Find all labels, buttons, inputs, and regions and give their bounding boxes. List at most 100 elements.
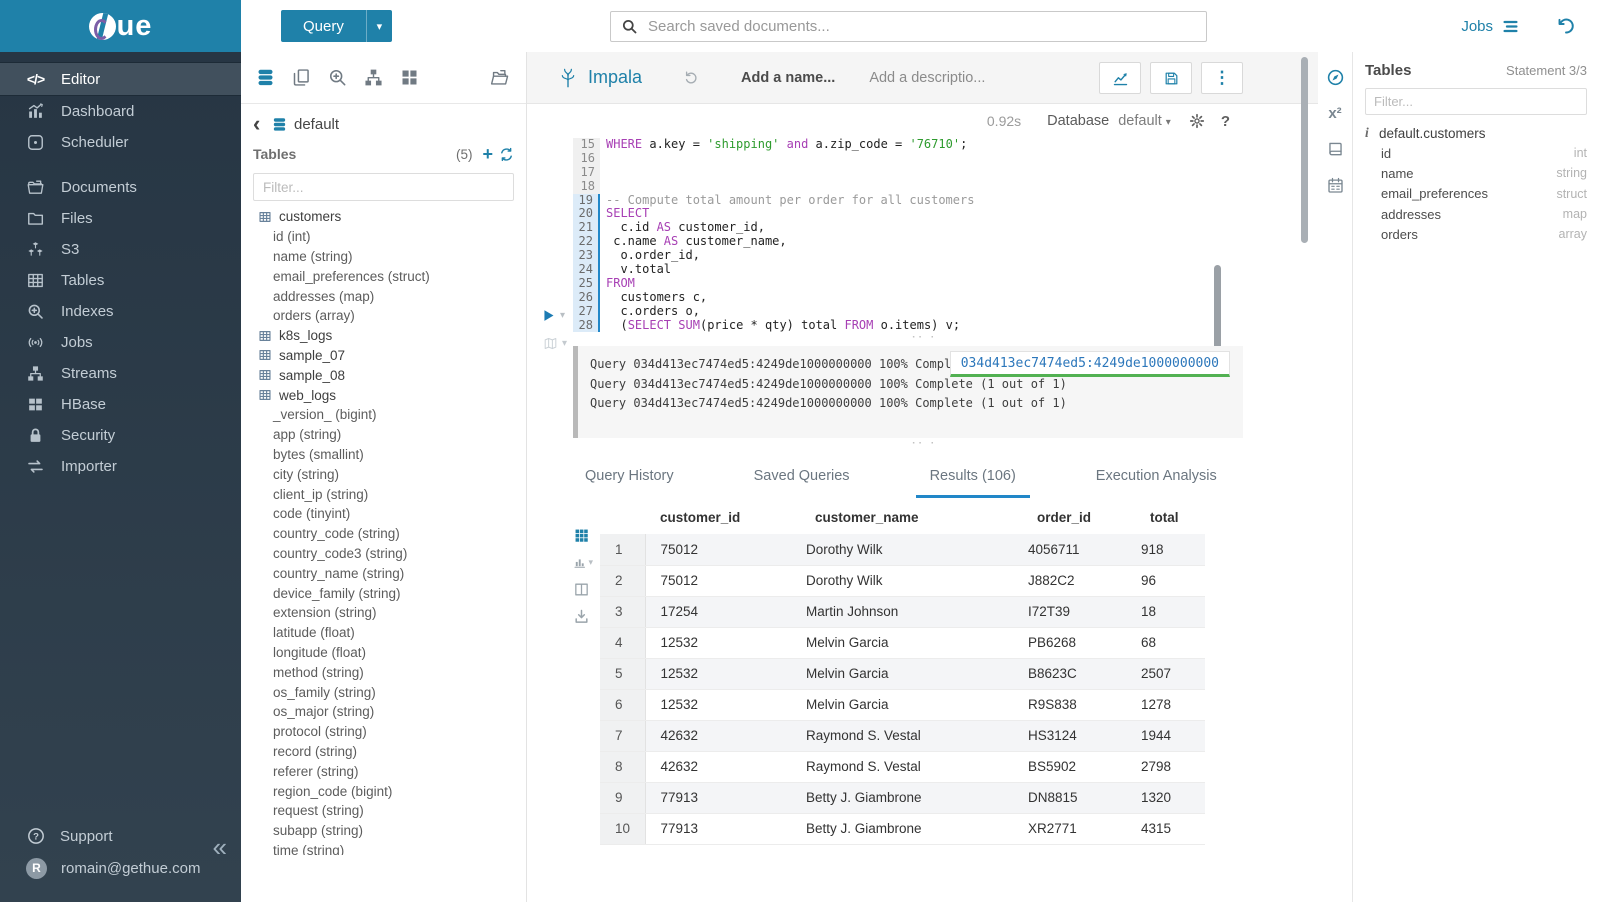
help-icon[interactable]: ?: [1220, 112, 1230, 130]
assist-column[interactable]: addresses (map): [273, 288, 375, 304]
code-line-26[interactable]: 26 customers c,: [573, 290, 1318, 305]
panel-column-id[interactable]: id int: [1365, 143, 1587, 163]
query-button[interactable]: Query ▾: [281, 10, 392, 42]
assist-column[interactable]: longitude (float): [273, 644, 367, 660]
table-row[interactable]: 7 42632 Raymond S. Vestal HS3124 1944: [600, 720, 1205, 752]
code-line-28[interactable]: 28 (SELECT SUM(price * qty) total FROM o…: [573, 318, 1318, 333]
schedule-icon[interactable]: [1326, 176, 1345, 195]
editor-scrollbar[interactable]: [1214, 265, 1221, 351]
table-row[interactable]: 10 77913 Betty J. Giambrone XR2771 4315: [600, 813, 1205, 845]
sidebar-item-jobs[interactable]: Jobs: [0, 327, 241, 358]
sidebar-item-support[interactable]: ? Support: [0, 820, 241, 852]
panel-column-orders[interactable]: orders array: [1365, 224, 1587, 244]
code-line-21[interactable]: 21 c.id AS customer_id,: [573, 220, 1318, 236]
functions-icon[interactable]: x²: [1328, 105, 1342, 122]
assist-table-sample_07[interactable]: sample_07: [241, 346, 526, 366]
assist-column[interactable]: extension (string): [273, 605, 377, 621]
code-line-22[interactable]: 22 c.name AS customer_name,: [573, 234, 1318, 250]
assist-column[interactable]: orders (array): [273, 308, 355, 324]
table-row[interactable]: 8 42632 Raymond S. Vestal BS5902 2798: [600, 751, 1205, 783]
sidebar-item-streams[interactable]: Streams: [0, 358, 241, 389]
indexes-assist-icon[interactable]: [327, 67, 348, 88]
sidebar-item-documents[interactable]: Documents: [0, 172, 241, 203]
add-table-icon[interactable]: +: [482, 143, 493, 164]
assist-column[interactable]: time (string): [273, 842, 345, 855]
hbase-assist-icon[interactable]: [399, 67, 420, 88]
resize-grip-top[interactable]: ⠐⠂⠐: [908, 332, 937, 344]
table-row[interactable]: 1 75012 Dorothy Wilk 4056711 918: [600, 534, 1205, 566]
assist-column[interactable]: app (string): [273, 427, 342, 443]
engine-selector[interactable]: Impala: [557, 66, 642, 90]
panel-column-addresses[interactable]: addresses map: [1365, 204, 1587, 224]
global-search[interactable]: [610, 11, 1207, 42]
table-row[interactable]: 2 75012 Dorothy Wilk J882C2 96: [600, 565, 1205, 597]
assist-column[interactable]: method (string): [273, 664, 364, 680]
assistant-compass-icon[interactable]: [1326, 68, 1345, 87]
tab-query-history[interactable]: Query History: [585, 468, 674, 485]
column-header-order_id[interactable]: order_id: [1022, 503, 1135, 535]
active-table-row[interactable]: i default.customers: [1365, 125, 1587, 141]
chart-button[interactable]: [1099, 62, 1141, 94]
page-scrollbar[interactable]: [1301, 57, 1308, 243]
code-line-18[interactable]: 18: [573, 179, 1318, 194]
assist-column[interactable]: client_ip (string): [273, 486, 369, 502]
assist-filter-input[interactable]: [253, 173, 514, 201]
table-row[interactable]: 6 12532 Melvin Garcia R9S838 1278: [600, 689, 1205, 721]
collapse-sidebar-icon[interactable]: «: [212, 832, 227, 862]
assist-column[interactable]: city (string): [273, 466, 340, 482]
code-line-16[interactable]: 16: [573, 151, 1318, 166]
assist-column[interactable]: bytes (smallint): [273, 446, 364, 462]
databases-icon[interactable]: [255, 67, 276, 88]
code-line-25[interactable]: 25 FROM: [573, 276, 1318, 291]
language-reference-icon[interactable]: [1326, 140, 1345, 159]
assist-column[interactable]: protocol (string): [273, 724, 367, 740]
execute-caret-icon[interactable]: ▾: [560, 310, 566, 321]
tab-execution-analysis[interactable]: Execution Analysis: [1095, 468, 1217, 485]
assist-table-k8s_logs[interactable]: k8s_logs: [241, 326, 526, 346]
assist-column[interactable]: subapp (string): [273, 823, 364, 839]
table-row[interactable]: 3 17254 Martin Johnson I72T39 18: [600, 596, 1205, 628]
query-history-icon[interactable]: [1556, 16, 1576, 36]
job-id-link[interactable]: 034d413ec7474ed5:4249de1000000000: [949, 351, 1230, 378]
assist-column[interactable]: country_code (string): [273, 526, 400, 542]
sql-editor[interactable]: ▾ ▾ 15 WHERE a.key = 'shipping' and a.zip…: [527, 137, 1318, 351]
database-name[interactable]: default: [294, 115, 340, 133]
files-assist-icon[interactable]: [489, 67, 510, 88]
columns-view-icon[interactable]: [573, 581, 590, 598]
sidebar-item-user[interactable]: R romain@gethue.com: [0, 852, 241, 884]
sidebar-item-indexes[interactable]: Indexes: [0, 296, 241, 327]
code-line-19[interactable]: 19 -- Compute total amount per order for …: [573, 193, 1318, 208]
assist-column[interactable]: latitude (float): [273, 625, 355, 641]
documents-assist-icon[interactable]: [291, 67, 312, 88]
sidebar-item-tables[interactable]: Tables: [0, 265, 241, 296]
assist-column[interactable]: name (string): [273, 248, 353, 264]
assist-column[interactable]: code (tinyint): [273, 506, 351, 522]
back-icon[interactable]: ‹: [253, 111, 261, 136]
save-button[interactable]: [1150, 62, 1192, 94]
assist-column[interactable]: referer (string): [273, 763, 359, 779]
chart-view-caret-icon[interactable]: ▾: [588, 557, 593, 568]
code-line-20[interactable]: 20 SELECT: [573, 207, 1318, 222]
column-header-customer_name[interactable]: customer_name: [800, 503, 1022, 535]
hue-logo[interactable]: ue: [88, 10, 153, 43]
query-button-label[interactable]: Query: [303, 17, 344, 35]
column-header-customer_id[interactable]: customer_id: [645, 503, 800, 535]
assist-column[interactable]: os_family (string): [273, 684, 376, 700]
assist-column[interactable]: email_preferences (struct): [273, 268, 430, 284]
assist-table-customers[interactable]: customers: [241, 207, 526, 227]
query-description-field[interactable]: Add a descriptio...: [869, 69, 986, 86]
sidebar-item-dashboard[interactable]: Dashboard: [0, 96, 241, 127]
assist-column[interactable]: id (int): [273, 229, 311, 245]
execute-button[interactable]: ▾: [541, 308, 565, 323]
code-line-24[interactable]: 24 v.total: [573, 262, 1318, 277]
panel-column-email_preferences[interactable]: email_preferences struct: [1365, 184, 1587, 204]
table-row[interactable]: 4 12532 Melvin Garcia PB6268 68: [600, 627, 1205, 659]
sidebar-item-files[interactable]: Files: [0, 203, 241, 234]
query-name-field[interactable]: Add a name...: [741, 69, 836, 86]
table-row[interactable]: 5 12532 Melvin Garcia B8623C 2507: [600, 658, 1205, 690]
grid-view-icon[interactable]: [573, 527, 590, 544]
assist-column[interactable]: country_name (string): [273, 565, 405, 581]
right-panel-filter-input[interactable]: [1365, 88, 1587, 115]
jobs-link[interactable]: Jobs: [1461, 17, 1520, 36]
search-input[interactable]: [648, 18, 1196, 35]
